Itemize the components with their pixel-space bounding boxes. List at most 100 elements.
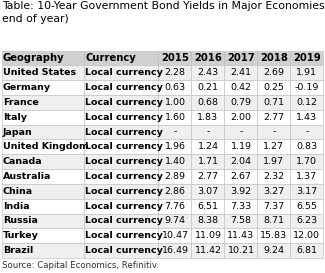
Bar: [257, 95, 291, 110]
Bar: [257, 65, 291, 80]
Text: 16.49: 16.49: [162, 246, 188, 255]
Bar: [84, 95, 159, 110]
Bar: [291, 213, 323, 228]
Bar: [2, 124, 84, 140]
Bar: [225, 140, 257, 154]
Text: 3.92: 3.92: [230, 187, 252, 196]
Bar: [291, 110, 323, 124]
Text: 12.00: 12.00: [293, 231, 320, 240]
Text: 2.00: 2.00: [230, 113, 252, 122]
Bar: [257, 124, 291, 140]
Text: 2019: 2019: [293, 53, 321, 63]
Bar: [257, 51, 291, 65]
Bar: [84, 243, 159, 258]
Bar: [159, 51, 191, 65]
Text: 2.86: 2.86: [164, 187, 186, 196]
Bar: [159, 184, 191, 199]
Text: Local currency: Local currency: [85, 202, 163, 210]
Bar: [2, 169, 84, 184]
Bar: [2, 228, 84, 243]
Text: -: -: [239, 127, 243, 136]
Text: 3.07: 3.07: [197, 187, 218, 196]
Text: 0.79: 0.79: [230, 98, 252, 107]
Text: Table: 10-Year Government Bond Yields in Major Economies (%,
end of year): Table: 10-Year Government Bond Yields in…: [2, 1, 325, 24]
Text: 2.41: 2.41: [230, 68, 252, 77]
Text: 1.40: 1.40: [164, 157, 186, 166]
Text: 8.71: 8.71: [263, 216, 284, 225]
Bar: [257, 169, 291, 184]
Text: 2.77: 2.77: [198, 172, 218, 181]
Text: 2017: 2017: [227, 53, 255, 63]
Bar: [2, 110, 84, 124]
Bar: [225, 213, 257, 228]
Bar: [291, 199, 323, 213]
Bar: [159, 154, 191, 169]
Text: 11.42: 11.42: [194, 246, 221, 255]
Text: 1.24: 1.24: [198, 142, 218, 151]
Text: -: -: [173, 127, 177, 136]
Bar: [159, 110, 191, 124]
Bar: [84, 124, 159, 140]
Text: France: France: [3, 98, 39, 107]
Bar: [84, 184, 159, 199]
Bar: [84, 65, 159, 80]
Bar: [84, 213, 159, 228]
Text: 2016: 2016: [194, 53, 222, 63]
Text: Local currency: Local currency: [85, 216, 163, 225]
Text: Local currency: Local currency: [85, 127, 163, 136]
Bar: [225, 65, 257, 80]
Text: Local currency: Local currency: [85, 157, 163, 166]
Text: 1.00: 1.00: [164, 98, 186, 107]
Bar: [159, 140, 191, 154]
Bar: [2, 140, 84, 154]
Text: 0.68: 0.68: [198, 98, 218, 107]
Bar: [225, 95, 257, 110]
Bar: [257, 154, 291, 169]
Bar: [84, 154, 159, 169]
Text: India: India: [3, 202, 30, 210]
Text: Local currency: Local currency: [85, 98, 163, 107]
Bar: [257, 228, 291, 243]
Bar: [159, 243, 191, 258]
Text: 2.32: 2.32: [263, 172, 284, 181]
Text: Brazil: Brazil: [3, 246, 33, 255]
Bar: [2, 199, 84, 213]
Bar: [2, 65, 84, 80]
Bar: [84, 110, 159, 124]
Bar: [291, 140, 323, 154]
Bar: [225, 243, 257, 258]
Text: Local currency: Local currency: [85, 83, 163, 92]
Text: 1.43: 1.43: [296, 113, 318, 122]
Bar: [291, 228, 323, 243]
Bar: [291, 154, 323, 169]
Bar: [291, 80, 323, 95]
Text: -0.19: -0.19: [295, 83, 319, 92]
Text: 10.21: 10.21: [227, 246, 254, 255]
Text: 9.24: 9.24: [263, 246, 284, 255]
Bar: [191, 51, 225, 65]
Text: 2.77: 2.77: [263, 113, 284, 122]
Bar: [191, 213, 225, 228]
Text: Local currency: Local currency: [85, 142, 163, 151]
Bar: [191, 228, 225, 243]
Text: 1.97: 1.97: [263, 157, 284, 166]
Text: 2015: 2015: [161, 53, 189, 63]
Text: Turkey: Turkey: [3, 231, 39, 240]
Text: 6.55: 6.55: [296, 202, 318, 210]
Bar: [191, 140, 225, 154]
Bar: [159, 169, 191, 184]
Bar: [191, 80, 225, 95]
Text: 2.04: 2.04: [230, 157, 252, 166]
Text: Local currency: Local currency: [85, 113, 163, 122]
Bar: [291, 65, 323, 80]
Text: 2.28: 2.28: [164, 68, 186, 77]
Bar: [191, 154, 225, 169]
Text: 1.19: 1.19: [230, 142, 252, 151]
Text: 9.74: 9.74: [164, 216, 186, 225]
Bar: [84, 140, 159, 154]
Bar: [159, 65, 191, 80]
Bar: [291, 51, 323, 65]
Text: 2.67: 2.67: [230, 172, 252, 181]
Bar: [225, 124, 257, 140]
Bar: [291, 124, 323, 140]
